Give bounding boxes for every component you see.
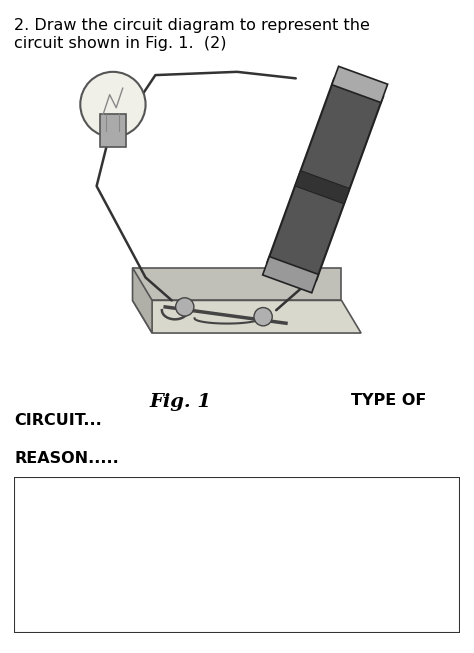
- Circle shape: [254, 308, 272, 326]
- Bar: [295, 170, 350, 204]
- Polygon shape: [133, 268, 152, 333]
- Bar: [100, 114, 126, 147]
- FancyArrowPatch shape: [321, 114, 329, 245]
- FancyArrowPatch shape: [286, 127, 364, 232]
- Bar: [267, 78, 383, 281]
- Bar: [332, 67, 388, 103]
- Polygon shape: [133, 300, 361, 333]
- Text: Fig. 1: Fig. 1: [149, 393, 211, 411]
- Circle shape: [176, 298, 194, 316]
- Text: CIRCUIT...: CIRCUIT...: [14, 413, 102, 428]
- Text: TYPE OF: TYPE OF: [351, 393, 427, 408]
- Circle shape: [80, 72, 146, 137]
- Text: REASON.....: REASON.....: [14, 451, 119, 466]
- Bar: [263, 257, 319, 293]
- Text: 2. Draw the circuit diagram to represent the: 2. Draw the circuit diagram to represent…: [14, 18, 370, 33]
- Text: circuit shown in Fig. 1.  (2): circuit shown in Fig. 1. (2): [14, 36, 227, 51]
- Polygon shape: [133, 268, 341, 300]
